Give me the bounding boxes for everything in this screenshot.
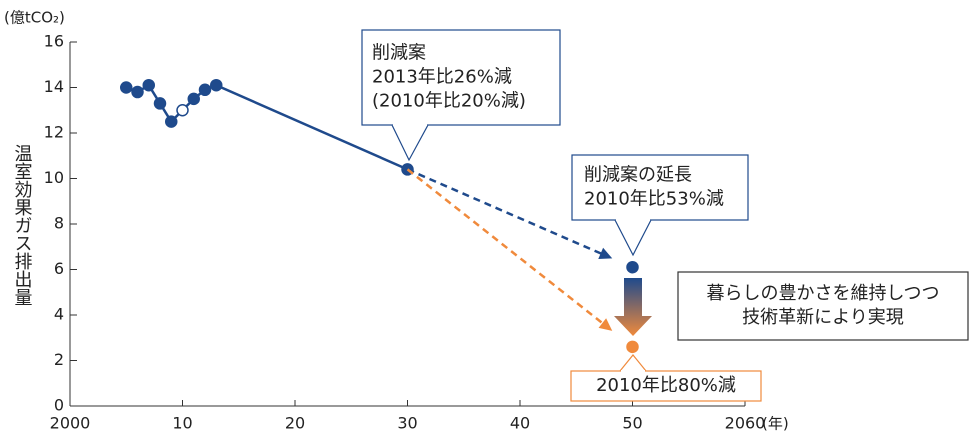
y-tick-label: 2 [54,350,64,369]
callout-text: 2013年比26%減 [372,67,512,88]
x-tick-label: 10 [172,414,192,433]
callout-text: 技術革新により実現 [742,307,904,328]
arrow-head [598,247,613,259]
y-tick-label: 16 [44,32,64,51]
x-tick-label: 50 [622,414,642,433]
callout-pointer [391,124,429,162]
point [153,97,167,110]
x-tick-label: 2060 [725,414,766,433]
point [187,92,200,106]
callout-text: 暮らしの豊かさを維持しつつ [707,283,940,304]
y-tick-label: 14 [44,77,64,96]
x-tick-label: 2000 [50,414,91,433]
y-tick-label: 8 [54,214,64,233]
callout-box [570,370,762,402]
point [210,78,223,92]
callout-text: (2010年比20%減) [372,91,526,112]
callout-box [361,29,561,126]
y-tick-label: 12 [44,123,64,142]
x-tick-label: 20 [285,414,305,433]
y-tick-label: 6 [54,259,64,278]
y-label: 温室効果ガス排出量 [12,144,33,306]
x-tick-label: 30 [397,414,417,433]
callout-box [571,154,749,221]
y-unit: (億tCO₂) [4,9,65,27]
point [198,83,212,97]
callout-text: 2010年比53%減 [584,189,724,210]
point [131,85,144,99]
callout-text: 2010年比80%減 [596,375,736,396]
callout-pointer [614,219,652,257]
point [120,81,133,94]
callout-box [677,271,969,341]
y-tick-label: 0 [54,396,64,415]
callout-text: 削減案 [372,43,426,64]
point [176,104,189,117]
callout-pointer [619,354,647,372]
point [142,78,155,92]
point [626,340,639,354]
point [626,260,639,274]
projection-line [406,168,605,325]
y-tick-label: 10 [44,168,64,187]
x-label: (年) [762,415,789,433]
transition-arrow [614,278,652,336]
x-tick-label: 40 [510,414,530,433]
point [165,115,178,128]
callout-text: 削減案の延長 [584,165,692,186]
arrow-head [598,318,613,331]
y-tick-label: 4 [54,305,64,324]
